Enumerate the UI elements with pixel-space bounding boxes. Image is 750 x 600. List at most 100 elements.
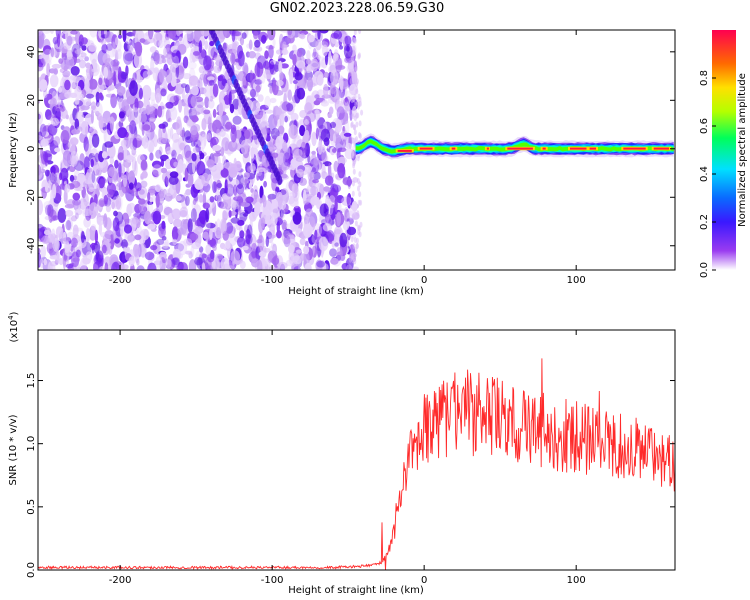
spectrogram-speckle [209, 196, 215, 203]
spectrogram-speckle [95, 91, 100, 103]
colorbar-tick-label: 0.8 [699, 70, 710, 86]
spectrogram-speckle [124, 53, 135, 62]
spectrogram-speckle [276, 107, 282, 116]
spectrogram-speckle [138, 230, 146, 245]
spectrogram-speckle [176, 30, 181, 37]
spectrogram-speckle [118, 219, 126, 230]
spectrogram-speckle [323, 71, 329, 78]
spectrogram-speckle [165, 146, 174, 155]
spectrogram-speckle [126, 164, 130, 181]
spectrogram-speckle [261, 34, 267, 44]
spectrogram-speckle [319, 171, 326, 178]
spectrogram-speckle [184, 84, 190, 94]
spectrogram-speckle [128, 256, 135, 267]
spectrogram-speckle [202, 231, 209, 239]
spectrogram-speckle [182, 73, 192, 80]
spectrogram-speckle [171, 49, 182, 64]
spectrogram-speckle [321, 163, 326, 177]
spectrogram-speckle [70, 245, 74, 252]
spectrogram-speckle [89, 126, 96, 133]
spectrogram-speckle [66, 35, 73, 46]
spectrogram-speckle [191, 115, 199, 123]
spectrogram-speckle [304, 262, 312, 270]
spectrogram-speckle [38, 123, 43, 131]
spectrogram-speckle [289, 68, 294, 85]
spectrogram-speckle [50, 117, 60, 127]
spectrogram-speckle [90, 110, 94, 124]
spectrogram-speckle [358, 30, 362, 34]
spectrogram-speckle [76, 104, 80, 113]
spectrogram-speckle [165, 259, 172, 269]
spectrogram-speckle [114, 159, 119, 169]
spectrogram-speckle [84, 77, 90, 92]
spectrogram-speckle [119, 264, 129, 270]
spectrogram-speckle [334, 118, 343, 133]
spectrogram-speckle [191, 242, 202, 250]
y-tick-label: 1.5 [26, 373, 37, 389]
spectrogram-speckle [222, 30, 232, 39]
spectrogram-speckle [271, 212, 278, 226]
spectrogram-speckle [357, 53, 361, 60]
spectrogram-speckle [141, 85, 152, 96]
spectrogram-speckle [147, 189, 156, 195]
spectrogram-speckle [237, 219, 245, 226]
spectrogram-speckle [268, 44, 274, 59]
spectrogram-speckle [291, 138, 296, 150]
spectrogram-speckle [187, 218, 193, 233]
spectrogram-speckle [112, 217, 120, 232]
spectrogram-speckle [280, 30, 290, 33]
spectrogram-speckle [123, 224, 133, 234]
spectrogram-speckle [215, 193, 222, 201]
colorbar-gradient [712, 30, 736, 270]
spectrogram-speckle [249, 236, 256, 249]
spectrogram-speckle [282, 141, 287, 152]
spectrogram-speckle [93, 253, 103, 265]
spectrogram-speckle [171, 132, 180, 143]
spectrogram-speckle [42, 150, 53, 163]
spectrogram-x-ticks: -200 -100 0 100 [109, 30, 586, 286]
spectrogram-speckle [182, 56, 189, 69]
spectrogram-speckle [123, 49, 133, 65]
spectrogram-speckle [287, 238, 296, 244]
spectrogram-speckle [124, 160, 129, 169]
spectrogram-speckle [354, 247, 358, 253]
spectrogram-speckle [272, 116, 282, 128]
spectrogram-speckle [125, 65, 129, 76]
spectrogram-speckle [173, 95, 182, 101]
spectrogram-speckle [70, 237, 78, 248]
spectrogram-speckle [343, 44, 353, 59]
spectrogram-speckle [210, 47, 218, 58]
snr-x-axis-label: Height of straight line (km) [288, 585, 424, 596]
spectrogram-speckle [255, 84, 261, 93]
spectrogram-speckle [93, 241, 101, 254]
spectrogram-speckle [203, 55, 212, 71]
spectrogram-speckle [78, 34, 84, 47]
spectrogram-speckle [256, 167, 266, 173]
spectrogram-speckle [206, 132, 212, 142]
spectrogram-speckle [72, 108, 78, 121]
spectrogram-speckle [98, 222, 103, 235]
spectrogram-speckle [129, 120, 137, 135]
spectrogram-speckle [64, 209, 74, 217]
spectrogram-speckle [321, 144, 326, 153]
spectrogram-speckle [94, 229, 98, 244]
spectrogram-speckle [313, 100, 321, 106]
spectrogram-speckle [193, 46, 199, 51]
spectrogram-speckle [183, 103, 189, 120]
spectrogram-speckle [269, 97, 277, 104]
x-tick-label: 0 [421, 275, 427, 286]
spectrogram-speckle [95, 110, 100, 117]
spectrogram-speckle [123, 41, 130, 52]
spectrogram-speckle [351, 190, 355, 197]
spectrogram-speckle [82, 99, 92, 107]
spectrogram-speckle [207, 99, 215, 109]
spectrogram-speckle [313, 156, 320, 166]
spectrogram-speckle [186, 119, 194, 129]
spectrogram-speckle [225, 240, 231, 250]
spectrogram-speckle [75, 212, 79, 220]
spectrogram-speckle [91, 242, 95, 251]
spectrogram-speckle [142, 124, 151, 131]
spectrogram-speckle [76, 111, 84, 123]
snr-frame [37, 329, 676, 571]
spectrogram-speckle [235, 184, 245, 195]
